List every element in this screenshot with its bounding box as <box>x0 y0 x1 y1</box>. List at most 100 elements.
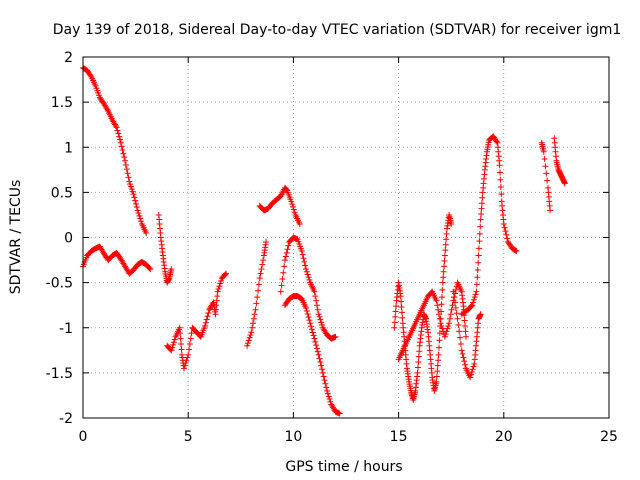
data-point <box>205 309 212 316</box>
y-tick-label: 0 <box>64 231 73 247</box>
data-point <box>245 337 252 344</box>
data-point <box>257 270 264 277</box>
data-point <box>443 230 450 237</box>
data-point <box>414 369 421 376</box>
data-point <box>223 270 230 277</box>
data-point <box>256 275 263 282</box>
data-point <box>313 302 320 309</box>
x-axis-label: GPS time / hours <box>285 459 402 475</box>
data-point <box>254 294 261 301</box>
data-point <box>399 314 406 321</box>
data-point <box>436 315 443 322</box>
data-point <box>458 347 465 354</box>
data-point <box>314 348 321 355</box>
data-point <box>168 347 175 354</box>
data-point <box>542 163 549 170</box>
data-point <box>296 220 303 227</box>
data-point <box>315 311 322 318</box>
data-point <box>185 351 192 358</box>
data-point <box>416 348 423 355</box>
data-point <box>181 362 188 369</box>
data-point <box>473 281 480 288</box>
data-point <box>247 331 254 338</box>
data-point <box>512 247 519 254</box>
data-point <box>289 203 296 210</box>
data-points <box>80 64 568 417</box>
data-point <box>393 303 400 310</box>
data-point <box>439 325 446 332</box>
data-point <box>133 204 140 211</box>
data-point <box>496 162 503 169</box>
x-tick-label: 15 <box>390 429 408 445</box>
data-point <box>138 218 145 225</box>
data-point <box>475 259 482 266</box>
data-point <box>176 324 183 331</box>
data-point <box>215 285 222 292</box>
data-point <box>187 335 194 342</box>
data-point <box>147 266 154 273</box>
data-point <box>435 351 442 358</box>
data-point <box>303 268 310 275</box>
data-point <box>454 315 461 322</box>
data-point <box>442 241 449 248</box>
data-point <box>306 276 313 283</box>
data-point <box>322 380 329 387</box>
data-point <box>502 228 509 235</box>
data-point <box>255 287 262 294</box>
data-point <box>468 368 475 375</box>
data-point <box>281 263 288 270</box>
data-point <box>258 266 265 273</box>
data-point <box>392 308 399 315</box>
data-point <box>279 276 286 283</box>
data-point <box>183 357 190 364</box>
data-point <box>168 266 175 273</box>
data-point <box>129 188 136 195</box>
data-point <box>435 306 442 313</box>
data-point <box>513 248 520 255</box>
y-tick-label: 1 <box>64 140 73 156</box>
data-point <box>324 390 331 397</box>
data-point <box>392 313 399 320</box>
y-tick-label: 0.5 <box>51 185 73 201</box>
data-point <box>452 304 459 311</box>
data-point <box>259 261 266 268</box>
data-point <box>415 353 422 360</box>
data-point <box>474 274 481 281</box>
data-point <box>498 191 505 198</box>
data-point <box>136 212 143 219</box>
data-point <box>443 236 450 243</box>
data-point <box>336 410 343 417</box>
data-point <box>476 238 483 245</box>
data-point <box>127 183 134 190</box>
data-point <box>398 298 405 305</box>
data-point <box>124 170 131 177</box>
data-point <box>214 288 221 295</box>
data-point <box>475 252 482 259</box>
data-point <box>134 207 141 214</box>
data-point <box>476 230 483 237</box>
data-point <box>300 255 307 262</box>
x-tick-label: 0 <box>79 429 88 445</box>
data-point <box>216 283 223 290</box>
y-tick-label: -1.5 <box>46 366 73 382</box>
data-point <box>178 346 185 353</box>
data-point <box>170 341 177 348</box>
data-point <box>310 332 317 339</box>
data-point <box>497 176 504 183</box>
data-point <box>319 369 326 376</box>
data-point <box>459 350 466 357</box>
data-point <box>318 362 325 369</box>
data-point <box>472 291 479 298</box>
data-point <box>253 300 260 307</box>
data-point <box>127 181 134 188</box>
data-point <box>305 314 312 321</box>
data-point <box>434 368 441 375</box>
y-tick-label: -0.5 <box>46 276 73 292</box>
data-point <box>433 373 440 380</box>
data-point <box>186 340 193 347</box>
data-point <box>441 333 448 340</box>
data-point <box>319 366 326 373</box>
data-point <box>446 315 453 322</box>
data-point <box>303 304 310 311</box>
data-point <box>449 302 456 309</box>
